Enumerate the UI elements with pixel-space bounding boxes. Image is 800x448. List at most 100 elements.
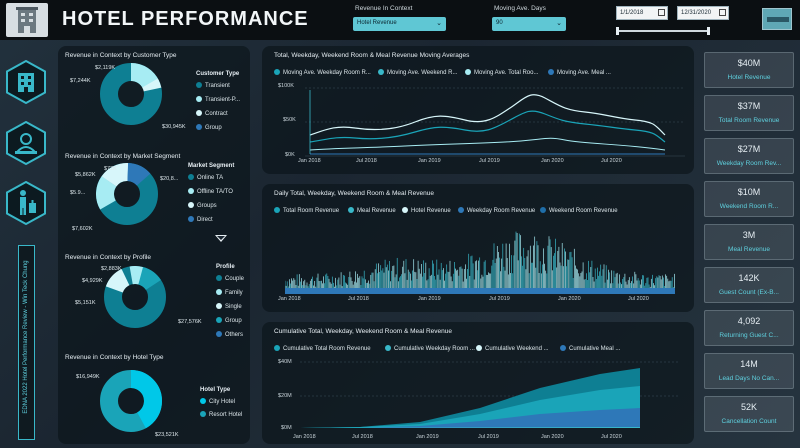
x-tick-label: Jul 2019 xyxy=(489,296,510,302)
x-tick-label: Jul 2018 xyxy=(356,158,377,164)
customer-type-donut[interactable] xyxy=(100,63,162,125)
hamburger-menu-icon[interactable] xyxy=(762,8,792,30)
legend-item[interactable]: Others xyxy=(216,331,243,338)
legend-item[interactable]: Single xyxy=(216,303,242,310)
kpi-label: Guest Count (Ex-B... xyxy=(719,289,779,296)
date-range-slider[interactable] xyxy=(616,27,710,35)
moving-avg-dropdown[interactable]: 90 ⌄ xyxy=(492,17,566,31)
y-tick-label: $40M xyxy=(278,359,292,365)
legend-item[interactable]: Couple xyxy=(216,275,244,282)
kpi-value: $10M xyxy=(737,187,761,197)
market-segment-donut[interactable] xyxy=(96,163,158,225)
legend-item[interactable]: Cumulative Meal ... xyxy=(560,345,620,352)
legend-item[interactable]: Contract xyxy=(196,110,228,117)
legend-item[interactable]: Total Room Revenue xyxy=(274,207,339,214)
legend-item[interactable]: Moving Ave. Total Roo... xyxy=(465,69,538,76)
legend-item[interactable]: Offline TA/TO xyxy=(188,188,233,195)
slider-end-handle[interactable] xyxy=(707,27,710,35)
legend-item[interactable]: Group xyxy=(216,317,242,324)
x-tick-label: Jan 2020 xyxy=(541,158,564,164)
traveler-luggage-icon[interactable] xyxy=(4,181,48,225)
kpi-label: Total Room Revenue xyxy=(718,117,780,124)
kpi-value: 3M xyxy=(742,230,756,240)
x-tick-label: Jul 2020 xyxy=(601,158,622,164)
kpi-hotel-revenue[interactable]: $40M Hotel Revenue xyxy=(704,52,794,88)
hotel-building-icon[interactable] xyxy=(6,3,48,37)
kpi-label: Hotel Revenue xyxy=(727,74,771,81)
legend-item[interactable]: Weekend Room Revenue xyxy=(540,207,618,214)
kpi-weekend-room-revenue[interactable]: $10M Weekend Room R... xyxy=(704,181,794,217)
legend-item[interactable]: Transient xyxy=(196,82,230,89)
kpi-guest-count[interactable]: 142K Guest Count (Ex-B... xyxy=(704,267,794,303)
kpi-label: Weekend Room R... xyxy=(719,203,779,210)
x-tick-label: Jan 2018 xyxy=(293,434,316,440)
legend-item[interactable]: City Hotel xyxy=(200,398,235,405)
profile-legend-title: Profile xyxy=(216,264,235,270)
legend-item[interactable]: Family xyxy=(216,289,243,296)
author-credit-text: EDNA 2022 Hotel Performance Review - Win… xyxy=(23,260,29,414)
end-date-input[interactable]: 12/31/2020 xyxy=(677,6,729,20)
daily-revenue-base-area xyxy=(285,288,675,294)
donut-data-label: $20,8... xyxy=(160,176,179,182)
donut-data-label: $5.9... xyxy=(70,190,86,196)
profile-donut[interactable] xyxy=(104,266,166,328)
legend-item[interactable]: Cumulative Weekend ... xyxy=(476,345,549,352)
hotel-type-title: Revenue in Context by Hotel Type xyxy=(65,354,164,361)
moving-avg-line-chart[interactable] xyxy=(305,80,685,160)
legend-item[interactable]: Weekday Room Revenue xyxy=(458,207,535,214)
donut-data-label: $72K xyxy=(104,166,117,172)
x-tick-label: Jan 2019 xyxy=(416,434,439,440)
legend-item[interactable]: Groups xyxy=(188,202,217,209)
donut-data-label: $16,949K xyxy=(76,374,100,380)
revenue-context-dropdown[interactable]: Hotel Revenue ⌄ xyxy=(353,17,446,31)
kpi-meal-revenue[interactable]: 3M Meal Revenue xyxy=(704,224,794,260)
start-date-input[interactable]: 1/1/2018 xyxy=(616,6,668,20)
kpi-lead-days[interactable]: 14M Lead Days No Can... xyxy=(704,353,794,389)
legend-item[interactable]: Transient-P... xyxy=(196,96,240,103)
kpi-cancellation-count[interactable]: 52K Cancellation Count xyxy=(704,396,794,432)
hotel-nav-icon[interactable] xyxy=(4,60,48,104)
legend-item[interactable]: Direct xyxy=(188,216,213,223)
x-tick-label: Jan 2020 xyxy=(558,296,581,302)
daily-revenue-chart[interactable] xyxy=(285,220,675,294)
cumulative-chart-title: Cumulative Total, Weekday, Weekend Room … xyxy=(274,328,452,335)
slider-start-handle[interactable] xyxy=(616,27,619,35)
legend-item[interactable]: Online TA xyxy=(188,174,223,181)
receptionist-icon[interactable] xyxy=(4,121,48,165)
legend-item[interactable]: Moving Ave. Meal ... xyxy=(548,69,611,76)
x-tick-label: Jul 2019 xyxy=(478,434,499,440)
y-tick-label: $0K xyxy=(285,152,295,158)
kpi-label: Meal Revenue xyxy=(728,246,770,253)
moving-avg-chart-title: Total, Weekday, Weekend Room & Meal Reve… xyxy=(274,52,470,59)
kpi-label: Lead Days No Can... xyxy=(718,375,780,382)
page-title: HOTEL PERFORMANCE xyxy=(62,8,309,30)
x-tick-label: Jan 2018 xyxy=(298,158,321,164)
kpi-weekday-room-revenue[interactable]: $27M Weekday Room Rev... xyxy=(704,138,794,174)
start-date-value: 1/1/2018 xyxy=(620,10,644,16)
profile-title: Revenue in Context by Profile xyxy=(65,254,151,261)
donut-data-label: $4,929K xyxy=(82,278,103,284)
x-tick-label: Jan 2019 xyxy=(418,158,441,164)
legend-item[interactable]: Cumulative Weekday Room ... xyxy=(385,345,475,352)
donut-data-label: $2,883K xyxy=(101,266,122,272)
x-tick-label: Jul 2020 xyxy=(628,296,649,302)
legend-item[interactable]: Meal Revenue xyxy=(348,207,396,214)
legend-item[interactable]: Cumulative Total Room Revenue xyxy=(274,345,371,352)
legend-item[interactable]: Group xyxy=(196,124,222,131)
kpi-total-room-revenue[interactable]: $37M Total Room Revenue xyxy=(704,95,794,131)
moving-avg-label: Moving Ave. Days xyxy=(494,5,546,12)
market-segment-title: Revenue in Context by Market Segment xyxy=(65,153,181,160)
donut-data-label: $23,521K xyxy=(155,432,179,438)
kpi-returning-guest-count[interactable]: 4,092 Returning Guest C... xyxy=(704,310,794,346)
legend-item[interactable]: Moving Ave. Weekday Room R... xyxy=(274,69,371,76)
cumulative-area-chart[interactable] xyxy=(300,358,680,430)
customer-type-title: Revenue in Context by Customer Type xyxy=(65,52,177,59)
legend-item[interactable]: Hotel Revenue xyxy=(402,207,451,214)
revenue-context-label: Revenue In Context xyxy=(355,5,413,12)
y-tick-label: $20M xyxy=(278,393,292,399)
donut-data-label: $2,119K xyxy=(95,65,116,71)
legend-item[interactable]: Resort Hotel xyxy=(200,411,242,418)
legend-scroll-down-icon[interactable] xyxy=(215,235,227,242)
hotel-type-donut[interactable] xyxy=(100,370,162,432)
legend-item[interactable]: Moving Ave. Weekend R... xyxy=(378,69,457,76)
